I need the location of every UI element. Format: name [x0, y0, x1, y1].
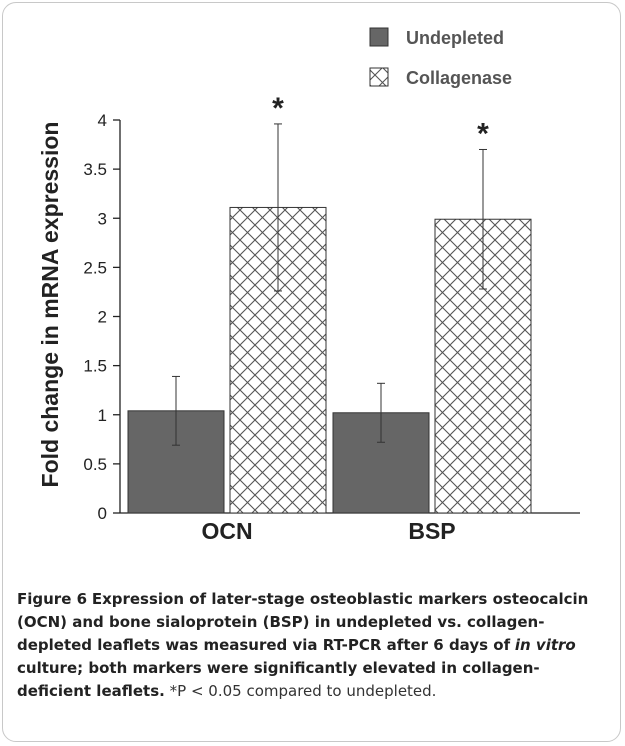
y-tick-label: 2 — [98, 308, 107, 327]
y-tick-label: 0 — [98, 504, 107, 523]
significance-marker: * — [477, 117, 489, 150]
legend-swatch-undepleted — [369, 27, 389, 47]
caption-bold-text: Expression of later-stage osteoblastic m… — [17, 590, 589, 654]
caption-label: Figure 6 — [17, 590, 88, 608]
caption-italic-text: in vitro — [514, 636, 576, 654]
x-category-label: OCN — [201, 518, 252, 544]
y-tick-label: 1.5 — [83, 357, 107, 376]
legend-label-collagenase: Collagenase — [406, 68, 512, 88]
y-tick-label: 3 — [98, 209, 107, 228]
y-tick-label: 4 — [98, 111, 107, 130]
legend-label-undepleted: Undepleted — [406, 28, 504, 48]
x-category-label: BSP — [408, 518, 455, 544]
significance-marker: * — [272, 92, 284, 125]
legend-swatch-collagenase — [369, 67, 389, 87]
y-tick-label: 3.5 — [83, 160, 107, 179]
bar-chart: 0 0.5 1 1.5 2 2.5 3 3.5 4 Fold change in mRNA exp… — [37, 27, 580, 544]
y-axis-title: Fold change in mRNA expression — [37, 122, 63, 488]
caption-note: *P < 0.05 compared to undepleted. — [169, 682, 437, 700]
caption-bold-text-2: culture; both markers were significantly… — [17, 659, 540, 700]
y-tick-label: 0.5 — [83, 455, 107, 474]
y-tick-label: 1 — [98, 406, 107, 425]
figure-caption: Figure 6 Expression of later-stage osteo… — [17, 588, 607, 703]
y-tick-label: 2.5 — [83, 258, 107, 277]
